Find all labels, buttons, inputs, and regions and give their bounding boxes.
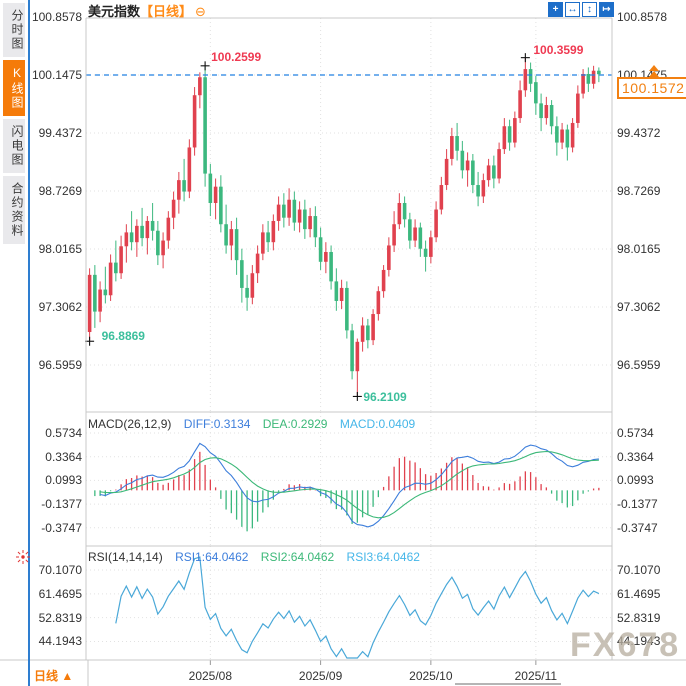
macd-title: MACD(26,12,9): [88, 417, 172, 431]
main-y-tick-right: 99.4372: [617, 126, 661, 140]
macd-y-tick-right: -0.3747: [617, 520, 658, 535]
sidebar-item-1[interactable]: K线图: [3, 60, 25, 116]
rsi1-value: RSI1:64.0462: [175, 550, 249, 564]
main-y-tick-left: 98.0165: [38, 242, 82, 256]
rsi-header: RSI(14,14,14) RSI1:64.0462 RSI2:64.0462 …: [88, 550, 420, 564]
macd-y-tick-right: -0.1377: [617, 497, 658, 512]
crosshair-icon[interactable]: +: [548, 2, 563, 17]
rsi-line: [115, 556, 600, 659]
rsi-y-tick-right: 61.4695: [617, 586, 661, 601]
vertical-range-icon[interactable]: ↕: [582, 2, 597, 17]
sidebar-item-3[interactable]: 合约资料: [3, 176, 25, 244]
collapse-icon[interactable]: ⊖: [195, 4, 206, 19]
rsi-y-tick-left: 52.8319: [38, 610, 82, 625]
macd-histogram: [94, 451, 600, 532]
high-price-label: 100.2599: [211, 49, 262, 64]
chart-type-sidebar: 分时图 K线图闪电图合约资料: [2, 3, 26, 244]
main-y-tick-right: 96.5959: [617, 358, 661, 372]
rsi-y-tick-right: 70.1070: [617, 563, 661, 577]
macd-y-tick-right: 0.3364: [617, 449, 654, 464]
rsi-y-tick-left: 44.1943: [38, 634, 82, 649]
period-tag: 【日线】: [140, 4, 193, 19]
price-up-arrow-icon: [649, 65, 659, 77]
candlesticks: [87, 57, 601, 397]
main-y-tick-right: 100.8578: [617, 10, 668, 24]
extreme-cross-markers: [85, 53, 530, 401]
pan-right-icon[interactable]: ↦: [599, 2, 614, 17]
grid-lines: [86, 18, 612, 665]
current-price-value: 100.1572: [622, 80, 685, 96]
rsi-y-tick-left: 61.4695: [38, 586, 82, 601]
x-axis-tick: 2025/08: [188, 669, 233, 683]
main-y-tick-left: 100.1475: [31, 68, 82, 82]
macd-y-tick-left: -0.1377: [41, 497, 82, 512]
macd-y-tick-right: 0.0993: [617, 473, 654, 488]
main-y-tick-left: 98.7269: [38, 184, 82, 198]
main-y-tick-right: 98.0165: [617, 242, 661, 256]
main-y-tick-right: 97.3062: [617, 300, 661, 314]
sidebar-item-2[interactable]: 闪电图: [3, 119, 25, 173]
period-button[interactable]: 日线 ▲: [34, 669, 74, 683]
macd-lines: [99, 442, 599, 528]
x-axis-tick: 2025/10: [409, 669, 453, 683]
macd-dea-value: DEA:0.2929: [262, 417, 328, 431]
macd-diff-value: DIFF:0.3134: [183, 417, 251, 431]
macd-y-tick-left: 0.5734: [45, 426, 82, 440]
rsi-title: RSI(14,14,14): [88, 550, 163, 564]
main-y-tick-left: 100.8578: [31, 10, 82, 24]
rsi2-value: RSI2:64.0462: [260, 550, 335, 564]
macd-macd-value: MACD:0.0409: [339, 417, 416, 431]
main-y-tick-left: 97.3062: [38, 300, 82, 314]
dea-line: [100, 450, 599, 519]
page-title: 美元指数: [88, 4, 141, 19]
chart-header: 美元指数【日线】 ⊖: [88, 1, 206, 20]
rsi-y-tick-right: 52.8319: [617, 610, 661, 625]
rsi-y-tick-right: 44.1943: [617, 634, 661, 649]
current-price-tag: 100.1572: [617, 77, 686, 99]
x-scrollbar-thumb[interactable]: [455, 683, 561, 685]
horizontal-range-icon[interactable]: ↔: [565, 2, 580, 17]
main-y-tick-left: 99.4372: [38, 126, 82, 140]
rsi-settings-icon[interactable]: [16, 550, 30, 564]
high-price-label: 100.3599: [533, 42, 584, 57]
x-axis-tick: 2025/09: [298, 669, 343, 683]
main-y-tick-left: 96.5959: [38, 358, 82, 372]
rsi-y-tick-left: 70.1070: [38, 563, 82, 577]
macd-y-tick-left: 0.0993: [45, 473, 82, 488]
macd-y-tick-left: 0.3364: [45, 449, 82, 464]
macd-y-tick-right: 0.5734: [617, 426, 654, 440]
main-y-tick-right: 98.7269: [617, 184, 661, 198]
sidebar-divider-line: [28, 0, 30, 686]
toolbar: + ↔ ↕ ↦: [548, 2, 614, 17]
low-price-label: 96.8869: [101, 329, 145, 344]
macd-y-tick-left: -0.3747: [41, 520, 82, 535]
panel-borders: [0, 17, 686, 686]
diff-line: [99, 442, 599, 528]
sidebar-item-0[interactable]: 分时图: [3, 3, 25, 57]
rsi3-value: RSI3:64.0462: [346, 550, 420, 564]
low-price-label: 96.2109: [363, 390, 407, 405]
watermark: FX678: [570, 626, 681, 664]
macd-header: MACD(26,12,9) DIFF:0.3134 DEA:0.2929 MAC…: [88, 417, 415, 431]
x-axis-tick: 2025/11: [514, 669, 558, 683]
